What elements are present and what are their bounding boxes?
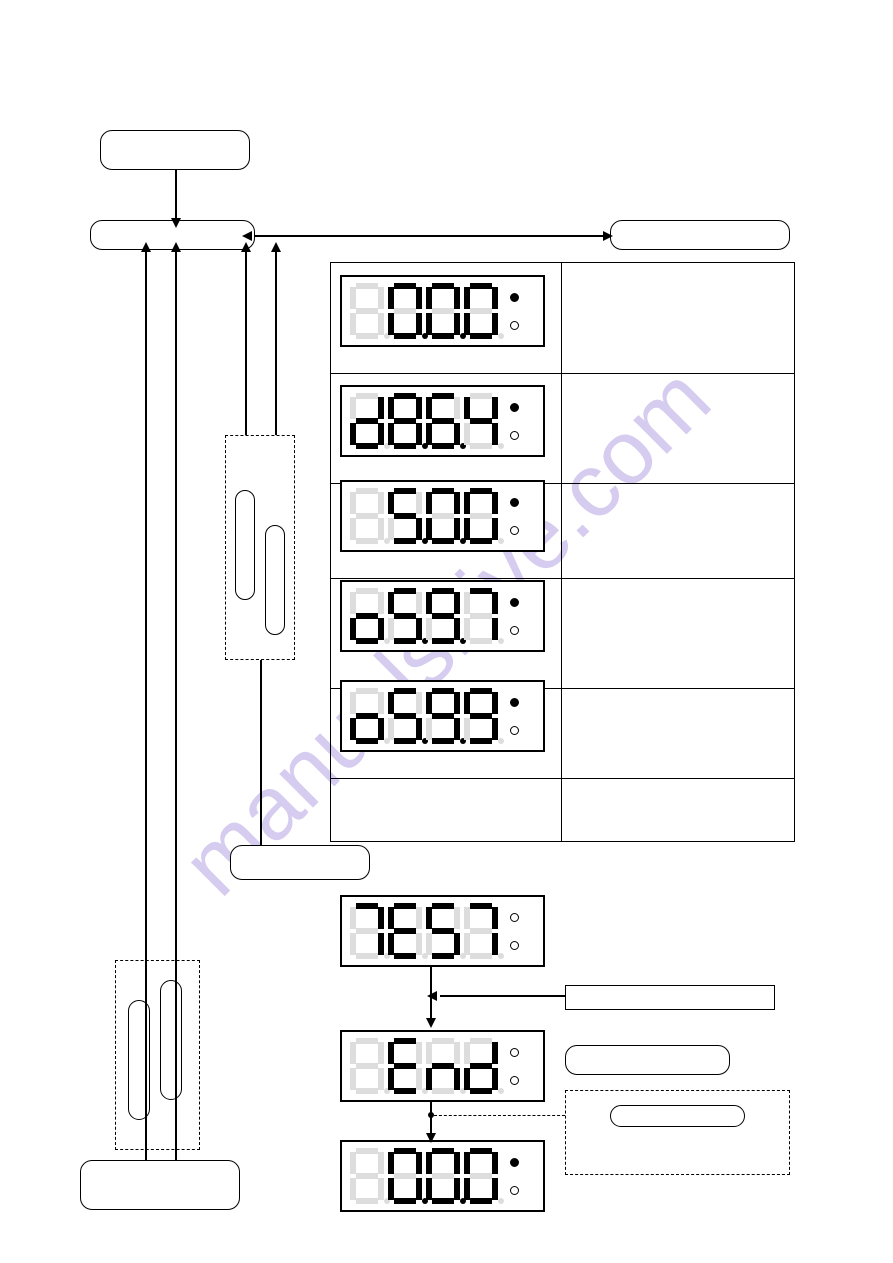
seven-seg-display [340, 580, 545, 652]
display-table-grid [330, 262, 795, 842]
seven-seg-display [340, 480, 545, 552]
box-r-note-in [610, 1105, 745, 1127]
box-r-action [565, 985, 775, 1010]
seven-seg-display [340, 1030, 545, 1102]
seven-seg-display [340, 275, 545, 347]
box-right-top [610, 220, 790, 250]
box-leftgrp-i1 [128, 1000, 150, 1120]
box-leftgrp-i2 [160, 980, 182, 1100]
seven-seg-display [340, 895, 545, 967]
box-r-note-dash [565, 1090, 790, 1175]
seven-seg-display [340, 680, 545, 752]
seven-seg-display [340, 385, 545, 457]
seven-seg-display [340, 1140, 545, 1212]
box-r-note [565, 1045, 730, 1075]
box-bottom [80, 1160, 240, 1210]
box-side-inner2 [265, 525, 285, 635]
box-mid [230, 845, 370, 880]
box-top [100, 130, 250, 170]
box-side-inner1 [235, 490, 255, 600]
